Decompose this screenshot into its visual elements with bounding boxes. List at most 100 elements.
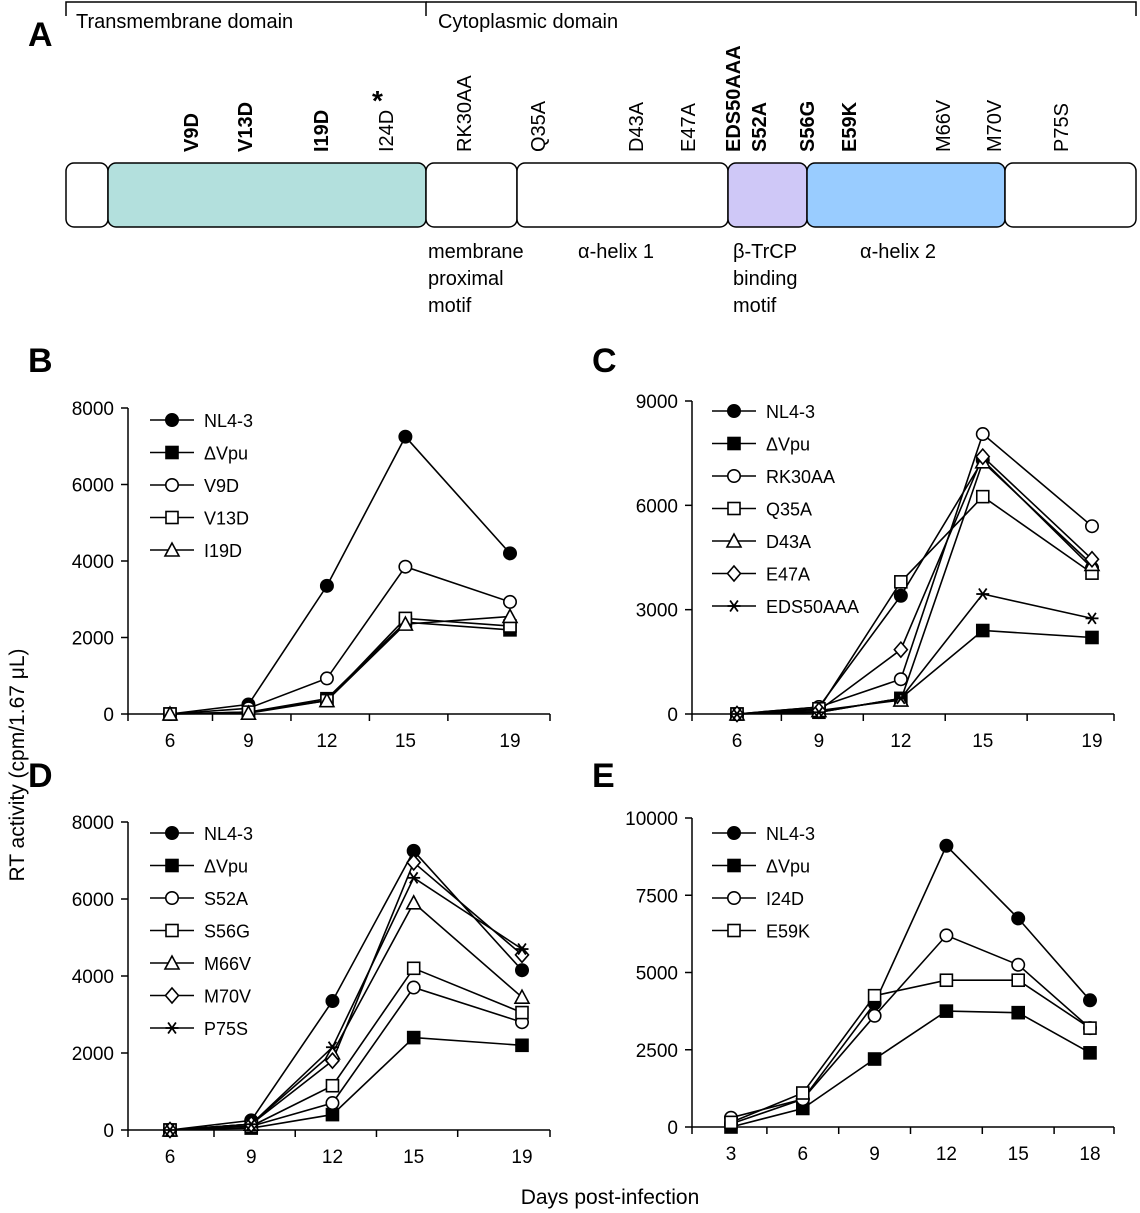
legend-label-c-eds50aaa: EDS50AAA — [766, 597, 859, 617]
legend-label-b-v9d: V9D — [204, 476, 239, 496]
y-tick-label-e: 7500 — [636, 886, 678, 907]
series-line-b-i19d — [169, 615, 511, 715]
data-point-b-i19d — [397, 615, 414, 631]
series-line-c-vpu — [736, 629, 1093, 715]
x-tick-label-d: 6 — [165, 1147, 176, 1168]
legend-marker-e-i24d — [726, 890, 741, 905]
x-tick-label-b: 12 — [316, 731, 337, 752]
data-point-d-p75s-stroke — [517, 943, 527, 956]
data-point-d-p75s-stroke — [246, 1118, 256, 1131]
data-point-d-p75s-stroke — [165, 1123, 175, 1137]
y-tick-label-b: 0 — [103, 705, 114, 726]
panel-letter-e: E — [592, 757, 615, 795]
data-point-e-e59k — [724, 1115, 738, 1130]
y-tick-label-c: 3000 — [636, 601, 678, 622]
legend-marker-d-nl4-3 — [165, 825, 180, 840]
series-line-e-e59k — [730, 979, 1091, 1124]
legend-marker-d-s56g — [165, 923, 179, 938]
data-point-e-vpu — [1083, 1046, 1097, 1060]
data-point-d-p75s — [163, 1123, 177, 1137]
data-point-d-p75s-stroke — [327, 1041, 338, 1054]
data-point-c-e47a — [893, 640, 909, 659]
series-line-b-v13d — [169, 617, 511, 715]
legend-label-d-s52a: S52A — [204, 889, 248, 909]
data-point-b-i19d — [501, 607, 519, 624]
y-tick-label-c: 0 — [667, 705, 678, 726]
data-point-b-v9d — [398, 559, 413, 574]
data-point-d-m70v — [406, 853, 422, 872]
transmembrane-box — [107, 162, 427, 228]
chart-panel-d: D 0 2000 4000 6000 8000 6 9 12 15 19 NL4-3 ΔVpu S52A S… — [28, 757, 551, 1168]
x-tick-label-e: 9 — [869, 1144, 880, 1165]
helix2-box — [806, 162, 1006, 228]
legend-marker-d-s52a — [165, 890, 180, 905]
data-point-e-i24d — [867, 1008, 882, 1023]
legend-label-c-q35a: Q35A — [766, 500, 812, 520]
data-point-b-i19d — [161, 705, 179, 721]
mutation-label-i19d: I19D — [311, 110, 333, 152]
data-point-e-e59k — [795, 1086, 810, 1100]
legend-label-c-vpu: ΔVpu — [766, 435, 810, 455]
data-point-b-nl4-3 — [398, 429, 413, 444]
data-point-d-m70v — [324, 1051, 341, 1070]
y-tick-label-c: 6000 — [636, 496, 678, 517]
data-point-b-nl4-3 — [319, 578, 334, 593]
data-point-e-e59k — [1011, 973, 1026, 988]
y-tick-label-e: 0 — [667, 1118, 678, 1139]
legend-marker-c-eds50aaa-stroke — [729, 599, 739, 613]
panel-letter-a: A — [28, 16, 53, 54]
data-point-b-v9d — [502, 594, 517, 609]
mutation-label-q35a: Q35A — [528, 100, 550, 152]
legend-marker-d-vpu — [165, 858, 179, 873]
mutation-label-i24d: I24D — [376, 110, 398, 152]
membrane-proximal-label-line3: motif — [428, 295, 472, 317]
data-point-b-i19d — [240, 704, 257, 721]
y-tick-label-b: 8000 — [72, 399, 114, 420]
legend-label-c-nl4-3: NL4-3 — [766, 402, 815, 422]
data-point-d-s56g — [325, 1078, 340, 1093]
legend-label-c-d43a: D43A — [766, 532, 811, 552]
y-tick-label-c: 9000 — [636, 392, 678, 413]
series-line-c-nl4-3 — [736, 458, 1093, 715]
data-point-c-q35a — [975, 489, 990, 504]
data-point-e-nl4-3 — [1011, 911, 1026, 926]
data-point-d-p75s — [515, 943, 529, 956]
legend-marker-c-nl4-3 — [726, 403, 741, 418]
series-line-b-v9d — [169, 565, 511, 715]
data-point-c-eds50aaa-stroke — [978, 587, 988, 601]
x-tick-label-c: 12 — [890, 731, 911, 752]
series-line-c-e47a — [736, 455, 1093, 715]
data-point-c-eds50aaa — [812, 706, 826, 719]
data-point-d-p75s-stroke — [409, 871, 419, 884]
legend-label-d-m70v: M70V — [204, 987, 251, 1007]
legend-label-c-e47a: E47A — [766, 565, 810, 585]
series-line-b-vpu — [169, 621, 511, 715]
legend-label-d-p75s: P75S — [204, 1019, 248, 1039]
vpu-domain-diagram: A Transmembrane domain Cytoplasmic domai… — [28, 1, 1137, 317]
legend-marker-c-e47a — [726, 564, 742, 583]
cytoplasmic-domain-label: Cytoplasmic domain — [438, 11, 618, 33]
data-point-d-m70v — [514, 946, 530, 964]
x-tick-label-d: 12 — [322, 1147, 343, 1168]
x-tick-label-d: 15 — [403, 1147, 424, 1168]
data-point-d-p75s — [325, 1041, 339, 1054]
cytoplasmic-bracket — [426, 1, 1137, 16]
x-tick-label-c: 19 — [1081, 731, 1102, 752]
data-point-e-e59k — [867, 988, 882, 1003]
data-point-c-rk30aa — [893, 672, 908, 687]
btrcp-label-line3: motif — [733, 295, 777, 317]
data-point-e-nl4-3 — [939, 838, 954, 853]
mutation-asterisk-i24d: * — [372, 85, 383, 116]
membrane-proximal-box — [425, 162, 518, 228]
y-tick-label-d: 0 — [103, 1121, 114, 1142]
legend-marker-e-vpu — [727, 858, 741, 873]
membrane-proximal-label-line1: membrane — [428, 241, 524, 263]
data-point-d-p75s — [244, 1118, 258, 1131]
chart-panel-b: B 0 2000 4000 6000 8000 6 9 12 15 19 NL4-3 ΔVpu V9D V1… — [28, 342, 551, 752]
y-tick-label-b: 4000 — [72, 552, 114, 573]
data-point-d-nl4-3 — [514, 963, 529, 978]
x-tick-label-e: 12 — [936, 1144, 957, 1165]
transmembrane-bracket — [65, 1, 427, 16]
data-point-d-nl4-3 — [325, 994, 340, 1009]
